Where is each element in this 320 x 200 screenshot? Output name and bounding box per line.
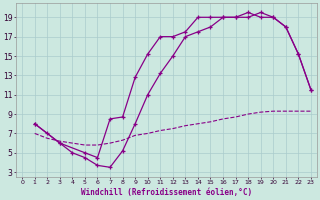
X-axis label: Windchill (Refroidissement éolien,°C): Windchill (Refroidissement éolien,°C) — [81, 188, 252, 197]
